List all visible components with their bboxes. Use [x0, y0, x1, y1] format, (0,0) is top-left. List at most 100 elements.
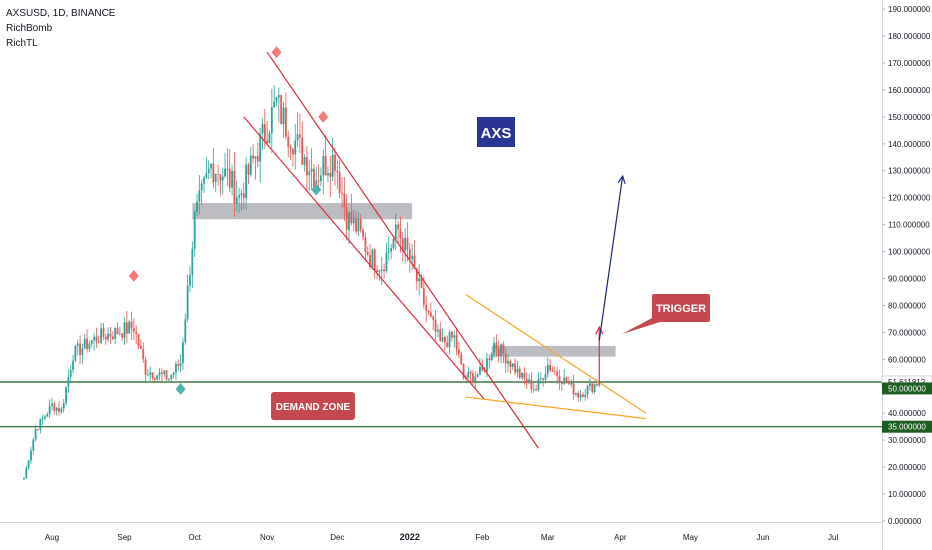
candle-body: [460, 354, 463, 365]
candle-body: [37, 429, 39, 431]
candle-body: [315, 180, 318, 186]
candle-body: [577, 393, 580, 398]
price-tick-label: 10.000000: [888, 490, 926, 499]
candle-body: [273, 101, 276, 108]
price-level-box: [882, 382, 932, 395]
candle-body: [128, 321, 131, 334]
candle-body: [530, 379, 533, 390]
time-tick-label: Nov: [260, 533, 274, 542]
buy-diamond-icon: [175, 382, 186, 395]
candle-body: [228, 168, 231, 188]
candle-body: [553, 370, 556, 372]
candle-body: [139, 345, 142, 349]
candle-body: [490, 353, 493, 360]
candle-body: [277, 95, 280, 98]
candle-body: [387, 251, 390, 253]
candle-body: [196, 201, 198, 212]
channel-line: [243, 116, 486, 401]
candle-body: [427, 310, 430, 313]
candle-body: [104, 336, 107, 340]
candle-body: [448, 331, 451, 348]
candle-body: [58, 407, 60, 412]
candle-body: [516, 368, 519, 373]
candle-body: [408, 249, 411, 260]
time-axis: Aug Sep Oct Nov Dec 2022 Feb Mar Apr May Jun Jul: [0, 522, 882, 542]
candle-body: [415, 268, 418, 282]
price-tick-label: 40.000000: [888, 409, 926, 418]
price-tick-label: 120.000000: [888, 194, 931, 203]
candle-body: [100, 328, 103, 343]
candle-body: [149, 372, 152, 375]
candle-body: [287, 136, 290, 147]
candle-body: [156, 375, 159, 380]
candle-body: [504, 353, 507, 364]
candle-body: [111, 336, 114, 339]
candle-body: [439, 329, 442, 342]
candle-body: [83, 338, 86, 349]
candle-body: [60, 408, 63, 412]
candle-body: [348, 212, 350, 231]
candle-body: [306, 157, 308, 176]
candle-body: [593, 384, 596, 392]
candle-body: [544, 374, 547, 380]
candle-body: [535, 389, 538, 390]
target-arrow: [598, 176, 624, 341]
channel-line: [266, 51, 539, 449]
candle-body: [392, 239, 395, 249]
candle-body: [259, 133, 262, 162]
candle-body: [121, 333, 124, 338]
candle-body: [420, 278, 423, 288]
candle-body: [238, 195, 240, 198]
candle-body: [343, 193, 346, 208]
candle-body: [495, 342, 498, 349]
candle-body: [210, 163, 212, 169]
candle-body: [200, 183, 203, 191]
candle-body: [23, 477, 25, 480]
candle-body: [175, 363, 177, 373]
candle-body: [357, 218, 360, 232]
candle-body: [303, 157, 306, 165]
candle-body: [291, 148, 294, 155]
candle-body: [376, 269, 378, 272]
candle-body: [224, 168, 226, 177]
price-tick-label: 180.000000: [888, 32, 931, 41]
candle-body: [137, 333, 140, 346]
candle-body: [596, 384, 598, 386]
asset-badge: [477, 117, 515, 147]
candle-body: [172, 372, 175, 376]
time-tick-label: Oct: [188, 533, 201, 542]
sell-diamond-icon: [128, 269, 139, 282]
candle-body: [65, 387, 67, 403]
candle-body: [55, 407, 58, 411]
candle-body: [313, 168, 315, 186]
candle-body: [151, 372, 154, 379]
candle-body: [467, 371, 470, 379]
indicator-richtl[interactable]: RichTL: [6, 38, 38, 49]
price-tick-label: 60.000000: [888, 355, 926, 364]
candle-body: [591, 383, 594, 392]
candle-body: [441, 336, 444, 342]
candle-body: [299, 134, 301, 138]
candle-body: [364, 237, 367, 252]
candle-body: [556, 371, 559, 376]
indicator-richbomb[interactable]: RichBomb: [6, 23, 53, 34]
candle-body: [168, 378, 170, 380]
candle-body: [214, 174, 217, 183]
candle-body: [254, 156, 257, 159]
candle-body: [41, 418, 44, 420]
candle-body: [310, 168, 313, 172]
sell-diamond-icon: [318, 110, 329, 123]
candle-body: [518, 368, 521, 378]
candle-body: [455, 335, 458, 350]
candle-body: [247, 164, 250, 175]
candle-body: [397, 224, 400, 230]
candle-body: [502, 344, 505, 354]
candle-body: [144, 359, 147, 376]
candle-body: [532, 389, 535, 390]
candle-body: [39, 419, 42, 430]
candle-body: [280, 95, 283, 125]
candle-body: [479, 366, 481, 375]
price-level-label: 50.000000: [888, 384, 926, 393]
candle-body: [500, 344, 502, 356]
